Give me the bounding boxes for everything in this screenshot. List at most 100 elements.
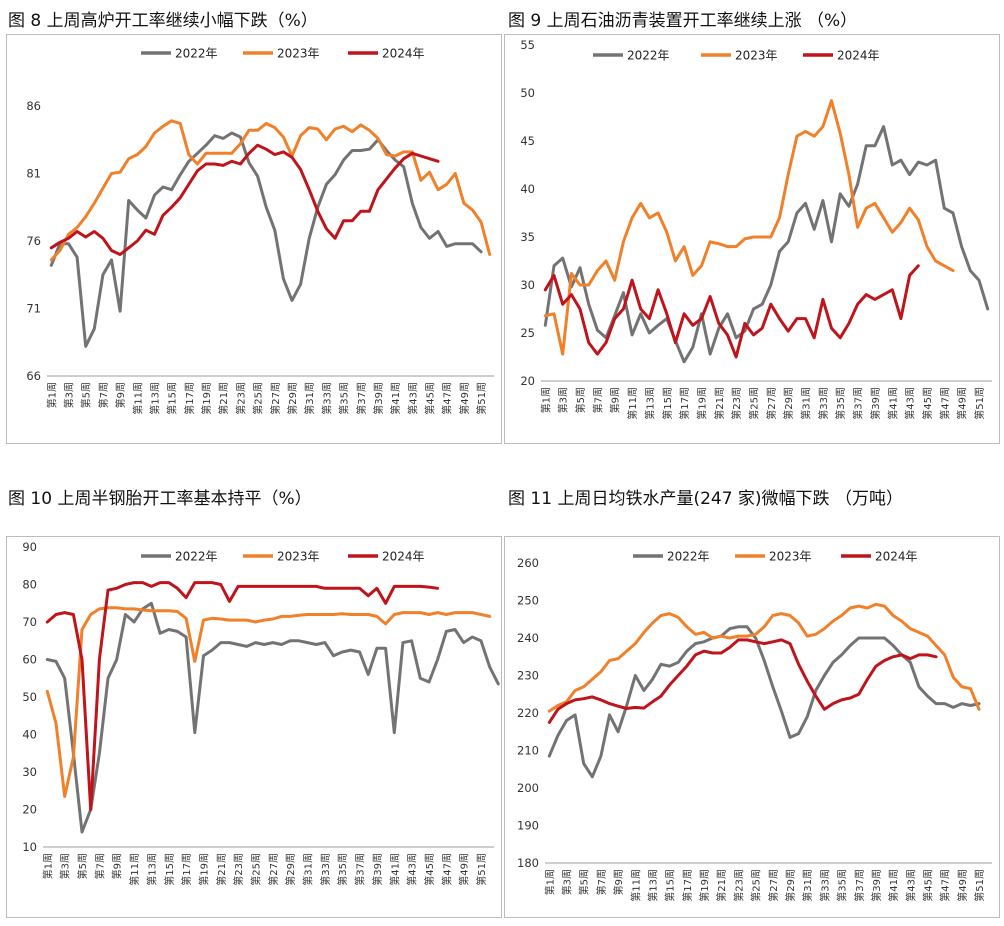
chart-title-3: 图 10 上周半钢胎开工率基本持平（%） <box>8 489 312 509</box>
x-tick-label: 第9周 <box>609 387 622 413</box>
x-tick-label: 第49周 <box>956 869 969 902</box>
x-tick-label: 第21周 <box>715 869 728 902</box>
x-tick-label: 第7周 <box>93 853 106 879</box>
x-tick-label: 第51周 <box>973 387 986 420</box>
x-tick-label: 第45周 <box>423 853 436 886</box>
y-tick-label: 210 <box>517 744 539 758</box>
y-tick-label: 10 <box>22 840 37 854</box>
x-tick-label: 第15周 <box>166 382 179 415</box>
x-tick-label: 第9周 <box>114 382 127 408</box>
x-tick-label: 第25周 <box>252 382 265 415</box>
x-tick-label: 第51周 <box>475 382 488 415</box>
x-tick-label: 第15周 <box>664 869 677 902</box>
x-tick-label: 第37周 <box>852 387 865 420</box>
x-tick-label: 第43周 <box>904 387 917 420</box>
x-tick-label: 第19周 <box>197 853 210 886</box>
series-line-2022年 <box>543 125 990 364</box>
x-tick-label: 第13周 <box>145 853 158 886</box>
chart-title-2: 图 9 上周石油沥青装置开工率继续上涨 （%） <box>508 11 858 31</box>
y-tick-label: 250 <box>517 594 539 608</box>
x-tick-label: 第33周 <box>818 869 831 902</box>
x-tick-label: 第47周 <box>938 387 951 420</box>
x-tick-label: 第33周 <box>817 387 830 420</box>
x-tick-label: 第41周 <box>388 853 401 886</box>
legend-label: 2022年 <box>627 49 670 63</box>
x-tick-label: 第47周 <box>440 853 453 886</box>
x-tick-label: 第25周 <box>747 387 760 420</box>
x-tick-label: 第19周 <box>698 869 711 902</box>
y-tick-label: 55 <box>520 38 535 52</box>
legend-label: 2024年 <box>382 550 425 564</box>
x-tick-label: 第31周 <box>800 387 813 420</box>
x-tick-label: 第5周 <box>80 382 93 408</box>
x-tick-label: 第9周 <box>111 853 124 879</box>
x-tick-label: 第5周 <box>76 853 89 879</box>
y-tick-label: 80 <box>22 578 37 592</box>
x-tick-label: 第35周 <box>338 382 351 415</box>
x-tick-label: 第33周 <box>320 382 333 415</box>
x-tick-label: 第3周 <box>557 387 570 413</box>
series-line-2024年 <box>543 264 920 359</box>
x-tick-label: 第27周 <box>269 382 282 415</box>
legend-label: 2024年 <box>875 550 918 564</box>
x-tick-label: 第31周 <box>801 869 814 902</box>
legend-label: 2023年 <box>277 47 320 61</box>
x-tick-label: 第17周 <box>180 853 193 886</box>
x-tick-label: 第5周 <box>574 387 587 413</box>
legend-label: 2022年 <box>175 550 218 564</box>
x-tick-label: 第13周 <box>148 382 161 415</box>
chart-frame-3: 10 20 30 40 50 60 70 80 90 第1周 第3周 第5周 第7周 第9周 第11周 第13… <box>6 536 502 918</box>
y-tick-label: 35 <box>520 230 535 244</box>
series-line-2023年 <box>547 602 981 713</box>
x-tick-label: 第23周 <box>732 869 745 902</box>
x-tick-label: 第25周 <box>249 853 262 886</box>
x-tick-label: 第3周 <box>62 382 75 408</box>
x-tick-label: 第37周 <box>354 853 367 886</box>
legend-label: 2023年 <box>769 550 812 564</box>
y-tick-label: 40 <box>22 728 37 742</box>
x-tick-label: 第11周 <box>131 382 144 415</box>
y-tick-label: 200 <box>517 781 539 795</box>
x-tick-label: 第25周 <box>750 869 763 902</box>
x-tick-label: 第29周 <box>784 869 797 902</box>
x-tick-label: 第45周 <box>424 382 437 415</box>
x-tick-label: 第11周 <box>128 853 141 886</box>
x-tick-label: 第17周 <box>681 869 694 902</box>
series-line-2022年 <box>547 625 981 779</box>
x-tick-label: 第1周 <box>41 853 54 879</box>
x-tick-label: 第13周 <box>643 387 656 420</box>
x-tick-label: 第19周 <box>200 382 213 415</box>
series-line-2023年 <box>45 606 492 798</box>
x-tick-label: 第23周 <box>232 853 245 886</box>
x-tick-label: 第49周 <box>458 853 471 886</box>
x-tick-label: 第29周 <box>286 382 299 415</box>
x-tick-label: 第15周 <box>661 387 674 420</box>
x-tick-label: 第35周 <box>834 387 847 420</box>
x-tick-label: 第11周 <box>626 387 639 420</box>
x-tick-label: 第39周 <box>869 387 882 420</box>
chart-frame-2: 20 25 30 35 40 45 50 55 第1周 第3周 第5周 第7周 第9周 第11周 第13周第… <box>504 34 1000 444</box>
y-tick-label: 260 <box>517 556 539 570</box>
legend-label: 2022年 <box>175 47 218 61</box>
x-tick-label: 第45周 <box>922 869 935 902</box>
y-tick-label: 81 <box>26 167 41 181</box>
x-tick-label: 第17周 <box>183 382 196 415</box>
series-line-2022年 <box>45 601 500 834</box>
y-tick-label: 20 <box>22 803 37 817</box>
x-tick-label: 第47周 <box>939 869 952 902</box>
x-tick-label: 第21周 <box>217 382 230 415</box>
line-chart-4: 180190200210220230240250260第1周 第3周 第5周 第7周第… <box>517 550 992 902</box>
series-line-2024年 <box>547 638 938 724</box>
x-tick-label: 第51周 <box>973 869 986 902</box>
y-tick-label: 20 <box>520 374 535 388</box>
legend-label: 2023年 <box>277 550 320 564</box>
x-tick-label: 第41周 <box>389 382 402 415</box>
x-tick-label: 第39周 <box>372 382 385 415</box>
series-line-2023年 <box>49 119 492 262</box>
y-tick-label: 50 <box>22 690 37 704</box>
x-tick-label: 第27周 <box>267 853 280 886</box>
x-tick-label: 第13周 <box>646 869 659 902</box>
x-tick-label: 第33周 <box>319 853 332 886</box>
y-tick-label: 40 <box>520 182 535 196</box>
y-tick-label: 86 <box>26 99 41 113</box>
